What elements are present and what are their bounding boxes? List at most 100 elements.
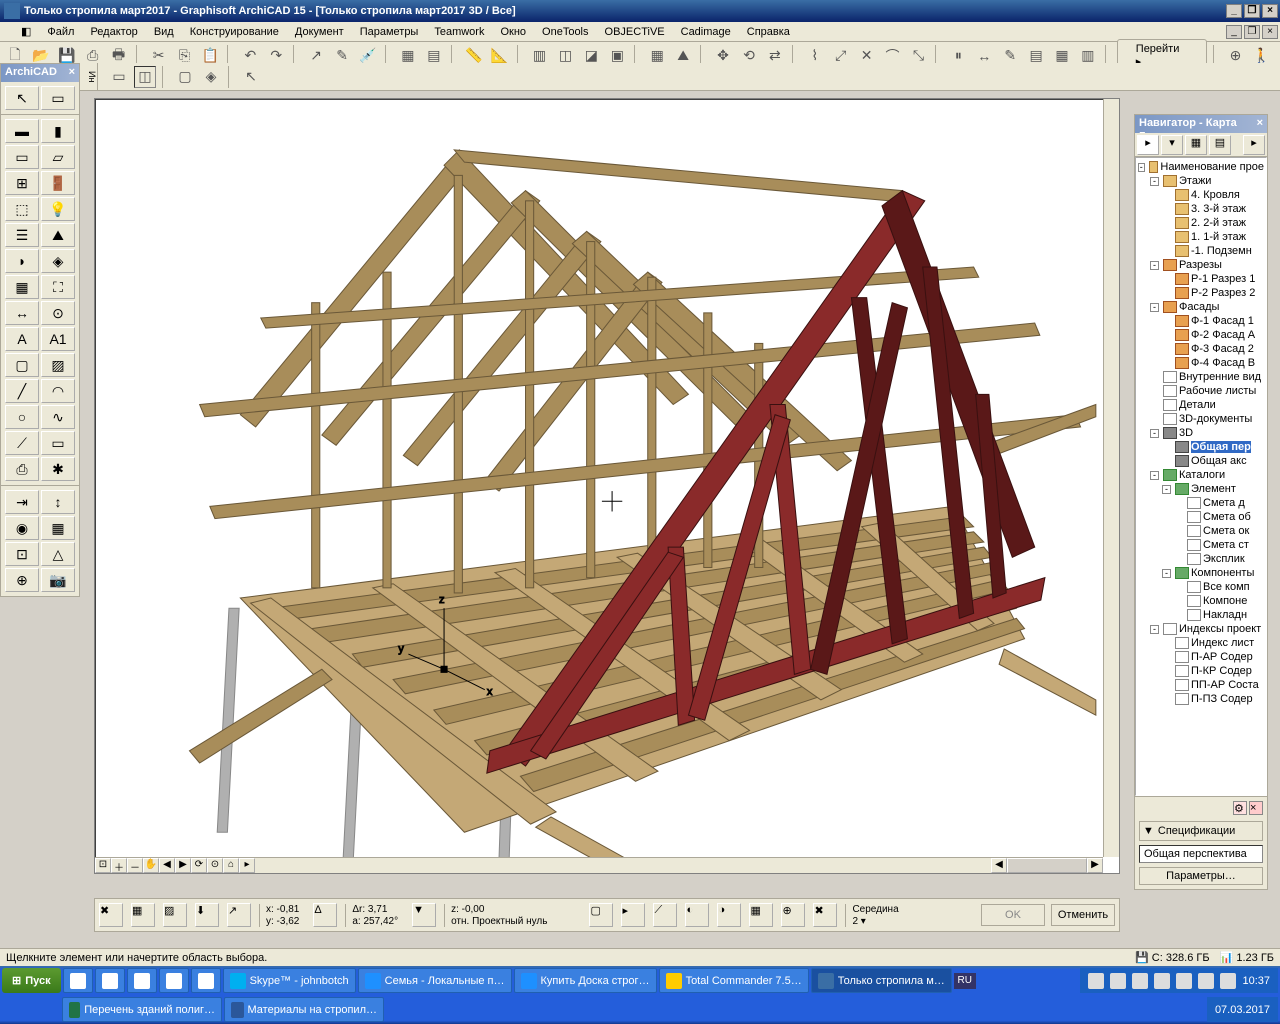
- nav-next[interactable]: ▶: [175, 858, 191, 873]
- nav-right[interactable]: ▶: [1087, 858, 1103, 873]
- tray-icon[interactable]: [1088, 973, 1104, 989]
- tray-icon[interactable]: [1220, 973, 1236, 989]
- tree-node[interactable]: Общая акс: [1138, 454, 1264, 468]
- toolbox-close-icon[interactable]: ×: [69, 66, 75, 80]
- tree-node[interactable]: 1. 1-й этаж: [1138, 230, 1264, 244]
- menu-options[interactable]: Параметры: [353, 24, 426, 40]
- zone-tool[interactable]: ▢: [5, 353, 39, 377]
- viewport-scroll-h[interactable]: ⊡ ＋ － ✋ ◀ ▶ ⟳ ⊙ ⌂ ▸ ◀ ▶: [95, 857, 1103, 873]
- menu-objective[interactable]: OBJECTiVE: [598, 24, 672, 40]
- mesh-tool[interactable]: ⛶: [41, 275, 75, 299]
- tree-node[interactable]: -1. Подземн: [1138, 244, 1264, 258]
- nav-orbit[interactable]: ⟳: [191, 858, 207, 873]
- hotspot-tool[interactable]: ✱: [41, 457, 75, 481]
- coord-grid2-icon[interactable]: ▨: [163, 903, 187, 927]
- nav-zoom-in[interactable]: ＋: [111, 858, 127, 873]
- wall-tool[interactable]: ▬: [5, 119, 39, 143]
- tree-node[interactable]: П-ПЗ Содер: [1138, 692, 1264, 706]
- navigator-tree[interactable]: -Наименование прое-Этажи4. Кровля3. 3-й …: [1135, 157, 1267, 796]
- slab-tool[interactable]: ▱: [41, 145, 75, 169]
- tray-icon[interactable]: [1198, 973, 1214, 989]
- nav-tab-layout[interactable]: ▦: [1185, 135, 1207, 155]
- lamp-tool[interactable]: 💡: [41, 197, 75, 221]
- nav-settings-icon[interactable]: ⚙: [1233, 801, 1247, 815]
- marquee-tool[interactable]: ▭: [41, 86, 75, 110]
- worksheet-tool[interactable]: ▦: [41, 516, 75, 540]
- cmd-2[interactable]: ▸: [621, 903, 645, 927]
- doc-restore-button[interactable]: ❐: [1244, 25, 1260, 39]
- tree-node[interactable]: Р-2 Разрез 2: [1138, 286, 1264, 300]
- roof-tool[interactable]: ⛰: [41, 223, 75, 247]
- tree-node[interactable]: Ф-1 Фасад 1: [1138, 314, 1264, 328]
- tree-node[interactable]: Смета ст: [1138, 538, 1264, 552]
- maximize-button[interactable]: ❐: [1244, 4, 1260, 18]
- ql-4[interactable]: [159, 968, 189, 993]
- tree-node[interactable]: Ф-3 Фасад 2: [1138, 342, 1264, 356]
- drawing-tool[interactable]: ⎙: [5, 457, 39, 481]
- tree-node[interactable]: Индекс лист: [1138, 636, 1264, 650]
- text-tool[interactable]: A: [5, 327, 39, 351]
- menu-design[interactable]: Конструирование: [183, 24, 286, 40]
- tree-node[interactable]: -Элемент: [1138, 482, 1264, 496]
- ctx-btn-2[interactable]: ◫: [134, 66, 156, 88]
- tree-node[interactable]: -Каталоги: [1138, 468, 1264, 482]
- arc-tool[interactable]: ◠: [41, 379, 75, 403]
- section-tool[interactable]: ⇥: [5, 490, 39, 514]
- coord-ref-icon[interactable]: ↗: [227, 903, 251, 927]
- nav-home[interactable]: ⌂: [223, 858, 239, 873]
- ql-2[interactable]: [95, 968, 125, 993]
- menu-teamwork[interactable]: Teamwork: [427, 24, 491, 40]
- detail-tool[interactable]: ⊡: [5, 542, 39, 566]
- arrow-tool[interactable]: ↖: [5, 86, 39, 110]
- tree-node[interactable]: Детали: [1138, 398, 1264, 412]
- task-word[interactable]: Материалы на стропил…: [224, 997, 384, 1022]
- ql-1[interactable]: [63, 968, 93, 993]
- tree-node[interactable]: Эксплик: [1138, 552, 1264, 566]
- tree-node[interactable]: Все комп: [1138, 580, 1264, 594]
- coord-z-icon[interactable]: ▼: [412, 903, 436, 927]
- cmd-4[interactable]: ◐: [685, 903, 709, 927]
- tree-node[interactable]: 2. 2-й этаж: [1138, 216, 1264, 230]
- menu-onetools[interactable]: OneTools: [535, 24, 595, 40]
- cancel-button[interactable]: Отменить: [1051, 904, 1115, 926]
- tree-node[interactable]: Накладн: [1138, 608, 1264, 622]
- start-button[interactable]: ⊞Пуск: [2, 968, 61, 993]
- task-skype[interactable]: Skype™ - johnbotch: [223, 968, 356, 993]
- door-tool[interactable]: 🚪: [41, 171, 75, 195]
- cmd-3[interactable]: ⟋: [653, 903, 677, 927]
- tree-node[interactable]: -Компоненты: [1138, 566, 1264, 580]
- system-tray[interactable]: 10:37: [1080, 968, 1278, 993]
- tree-node[interactable]: Смета ок: [1138, 524, 1264, 538]
- nav-zoom-out[interactable]: －: [127, 858, 143, 873]
- tree-node[interactable]: -Фасады: [1138, 300, 1264, 314]
- params-button[interactable]: Параметры…: [1139, 867, 1263, 885]
- coord-grid-icon[interactable]: ▦: [131, 903, 155, 927]
- nav-tab-project[interactable]: ▸: [1137, 135, 1159, 155]
- ctx-btn-1[interactable]: ▭: [108, 66, 130, 88]
- tray-icon[interactable]: [1132, 973, 1148, 989]
- task-archicad[interactable]: Только стропила м…: [811, 968, 952, 993]
- menu-edit[interactable]: Редактор: [83, 24, 144, 40]
- tree-node[interactable]: Ф-4 Фасад B: [1138, 356, 1264, 370]
- nav-prev[interactable]: ◀: [159, 858, 175, 873]
- tree-node[interactable]: Внутренние вид: [1138, 370, 1264, 384]
- coord-snap-icon[interactable]: ✖: [99, 903, 123, 927]
- polyline-tool[interactable]: ⟋: [5, 431, 39, 455]
- tree-node[interactable]: П-КР Содер: [1138, 664, 1264, 678]
- scroll-thumb-h[interactable]: [1007, 858, 1087, 873]
- skylight-tool[interactable]: ◈: [41, 249, 75, 273]
- nav-pan[interactable]: ✋: [143, 858, 159, 873]
- task-family[interactable]: Семья - Локальные п…: [358, 968, 512, 993]
- viewport-scroll-v[interactable]: [1103, 99, 1119, 857]
- ctx-btn-3[interactable]: ▢: [174, 66, 196, 88]
- tree-node[interactable]: Компоне: [1138, 594, 1264, 608]
- tree-node[interactable]: ПП-АР Соста: [1138, 678, 1264, 692]
- doc-close-button[interactable]: ×: [1262, 25, 1278, 39]
- tree-node[interactable]: -Индексы проект: [1138, 622, 1264, 636]
- doc-minimize-button[interactable]: _: [1226, 25, 1242, 39]
- cmd-8[interactable]: ✖: [813, 903, 837, 927]
- tree-node[interactable]: 3D-документы: [1138, 412, 1264, 426]
- tree-node[interactable]: П-АР Содер: [1138, 650, 1264, 664]
- level-tool[interactable]: ⊙: [41, 301, 75, 325]
- spline-tool[interactable]: ∿: [41, 405, 75, 429]
